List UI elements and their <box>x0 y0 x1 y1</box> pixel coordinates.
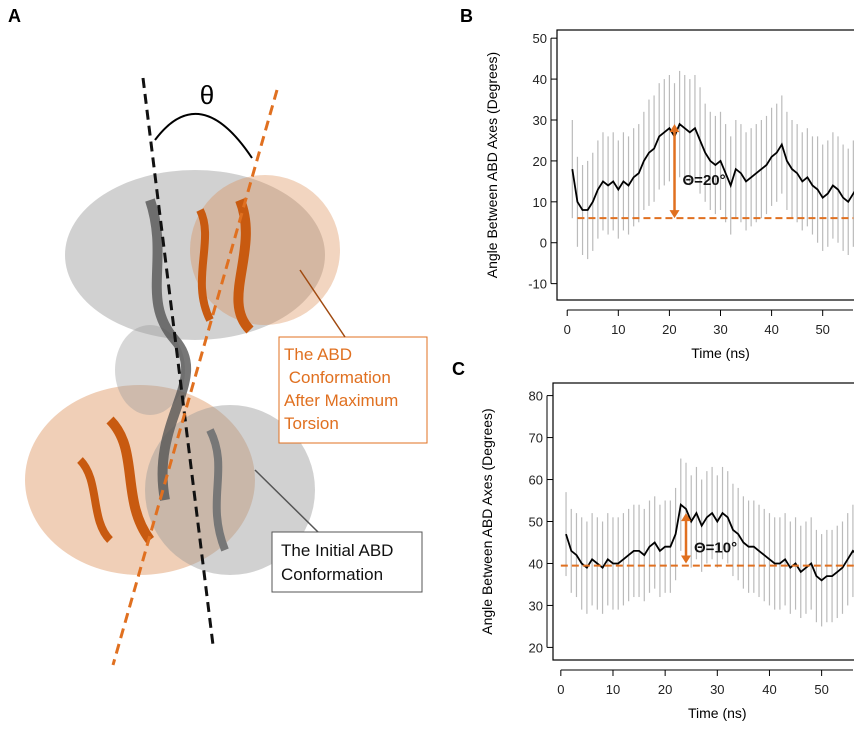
x-tick-label: 50 <box>814 682 828 697</box>
plot-area <box>565 458 854 627</box>
arrow-head <box>681 513 692 522</box>
y-tick-label: 20 <box>529 640 543 655</box>
label-line: The ABD <box>284 345 352 364</box>
y-axis-label: Angle Between ABD Axes (Degrees) <box>484 52 500 278</box>
y-tick-label: 80 <box>529 389 543 404</box>
x-tick-label: 20 <box>662 322 676 337</box>
y-tick-label: 40 <box>529 556 543 571</box>
y-axis-label: Angle Between ABD Axes (Degrees) <box>479 408 495 634</box>
x-tick-label: 40 <box>764 322 778 337</box>
y-tick-label: 30 <box>533 113 547 128</box>
initial-label: The Initial ABD Conformation <box>281 541 393 584</box>
arrow-head <box>681 555 692 564</box>
label-line: Conformation <box>281 565 383 584</box>
rotated-label: The ABD Conformation After Maximum Torsion <box>284 345 398 433</box>
y-tick-label: 60 <box>529 473 543 488</box>
plot-area <box>571 70 854 260</box>
mean-line <box>571 122 854 211</box>
y-tick-label: 20 <box>533 154 547 169</box>
y-tick-label: 0 <box>540 236 547 251</box>
x-tick-label: 0 <box>557 682 564 697</box>
panel-label: A <box>8 6 21 26</box>
y-tick-label: 30 <box>529 598 543 613</box>
label-line: Torsion <box>284 414 339 433</box>
arrow-head <box>669 124 680 133</box>
label-line: The Initial ABD <box>281 541 393 560</box>
x-tick-label: 20 <box>658 682 672 697</box>
panel-label: C <box>452 359 465 379</box>
y-tick-label: 70 <box>529 431 543 446</box>
x-tick-label: 0 <box>564 322 571 337</box>
annotation-label: Θ=20° <box>683 172 726 189</box>
panel-label: B <box>460 6 473 26</box>
label-line: Conformation <box>284 368 391 387</box>
y-tick-label: 50 <box>529 515 543 530</box>
y-tick-label: 10 <box>533 195 547 210</box>
angle-symbol: θ <box>200 80 214 110</box>
x-tick-label: 30 <box>713 322 727 337</box>
x-tick-label: 30 <box>710 682 724 697</box>
x-tick-label: 10 <box>611 322 625 337</box>
x-tick-label: 10 <box>606 682 620 697</box>
arrow-head <box>669 210 680 219</box>
label-line: After Maximum <box>284 391 398 410</box>
y-tick-label: 50 <box>533 31 547 46</box>
annotation-label: Θ=10° <box>694 539 737 556</box>
plot-frame <box>556 29 854 301</box>
x-axis-label: Time (ns) <box>688 705 747 721</box>
x-tick-label: 40 <box>762 682 776 697</box>
x-tick-label: 50 <box>815 322 829 337</box>
y-tick-label: -10 <box>528 277 547 292</box>
mean-line <box>565 503 854 582</box>
y-tick-label: 40 <box>533 72 547 87</box>
x-axis-label: Time (ns) <box>691 345 750 361</box>
protein-illustration <box>25 77 428 666</box>
